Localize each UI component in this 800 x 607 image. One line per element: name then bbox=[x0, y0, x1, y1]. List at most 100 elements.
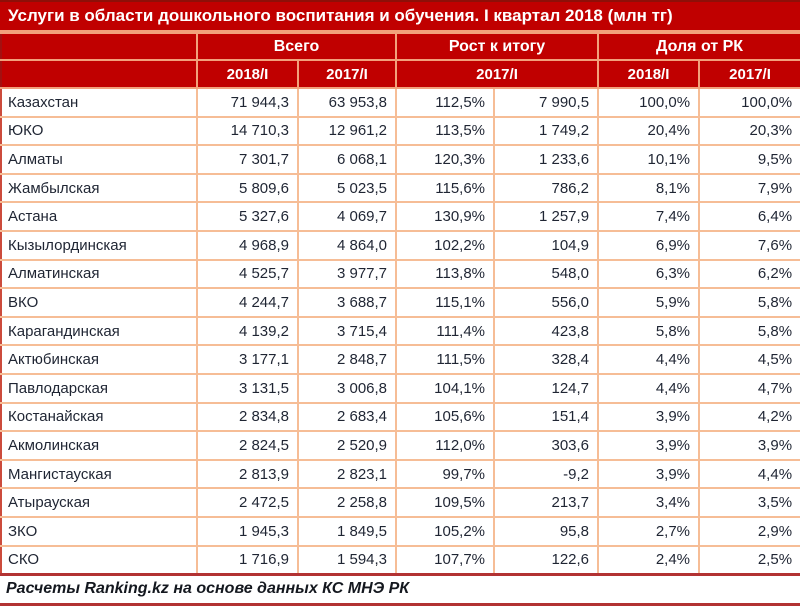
share-2018-cell: 5,9% bbox=[597, 287, 701, 318]
share-2017-cell: 4,5% bbox=[698, 344, 800, 375]
share-2017-cell: 5,8% bbox=[698, 287, 800, 318]
growth-pct-cell: 112,5% bbox=[395, 87, 496, 118]
share-2017-cell: 4,7% bbox=[698, 372, 800, 404]
growth-pct-cell: 99,7% bbox=[395, 458, 496, 490]
total-2017-cell: 2 258,8 bbox=[296, 487, 398, 518]
region-name-cell: Костанайская bbox=[0, 401, 198, 433]
share-2017-cell: 4,4% bbox=[698, 458, 800, 490]
region-name-cell: Актюбинская bbox=[0, 344, 198, 375]
growth-abs-cell: 124,7 bbox=[493, 372, 600, 404]
table-row: Атырауская 2 472,5 2 258,8 109,5% 213,7 … bbox=[0, 487, 800, 518]
region-name-cell: Карагандинская bbox=[0, 315, 198, 347]
growth-abs-cell: 786,2 bbox=[493, 172, 600, 204]
growth-abs-cell: -9,2 bbox=[493, 458, 600, 490]
growth-abs-cell: 548,0 bbox=[493, 258, 600, 290]
source-note: Расчеты Ranking.kz на основе данных КС М… bbox=[0, 575, 800, 606]
data-table: Всего Рост к итогу Доля от РК 2018/I 201… bbox=[0, 32, 800, 576]
total-2018-cell: 4 968,9 bbox=[196, 229, 299, 261]
total-2018-cell: 4 139,2 bbox=[196, 315, 299, 347]
table-row: ЗКО 1 945,3 1 849,5 105,2% 95,8 2,7% 2,9… bbox=[0, 515, 800, 547]
total-2017-cell: 4 069,7 bbox=[296, 201, 398, 232]
share-2017-cell: 3,9% bbox=[698, 430, 800, 461]
total-2018-cell: 2 834,8 bbox=[196, 401, 299, 433]
total-2017-cell: 3 688,7 bbox=[296, 287, 398, 318]
total-2018-cell: 1 716,9 bbox=[196, 544, 299, 576]
table-row: Астана 5 327,6 4 069,7 130,9% 1 257,9 7,… bbox=[0, 201, 800, 232]
region-name-cell: Астана bbox=[0, 201, 198, 232]
total-2018-cell: 5 809,6 bbox=[196, 172, 299, 204]
total-2017-cell: 2 683,4 bbox=[296, 401, 398, 433]
total-2017-cell: 1 849,5 bbox=[296, 515, 398, 547]
region-name-cell: Казахстан bbox=[0, 87, 198, 118]
total-2018-cell: 4 244,7 bbox=[196, 287, 299, 318]
growth-abs-cell: 95,8 bbox=[493, 515, 600, 547]
growth-pct-cell: 113,8% bbox=[395, 258, 496, 290]
share-2017-cell: 5,8% bbox=[698, 315, 800, 347]
growth-abs-cell: 303,6 bbox=[493, 430, 600, 461]
share-2018-cell: 2,4% bbox=[597, 544, 701, 576]
table-row: Карагандинская 4 139,2 3 715,4 111,4% 42… bbox=[0, 315, 800, 347]
table-row: Кызылординская 4 968,9 4 864,0 102,2% 10… bbox=[0, 229, 800, 261]
growth-abs-cell: 1 257,9 bbox=[493, 201, 600, 232]
growth-abs-cell: 151,4 bbox=[493, 401, 600, 433]
growth-pct-cell: 102,2% bbox=[395, 229, 496, 261]
region-name-cell: ВКО bbox=[0, 287, 198, 318]
share-2018-cell: 20,4% bbox=[597, 115, 701, 147]
table-row: Жамбылская 5 809,6 5 023,5 115,6% 786,2 … bbox=[0, 172, 800, 204]
total-2017-cell: 5 023,5 bbox=[296, 172, 398, 204]
growth-pct-cell: 105,6% bbox=[395, 401, 496, 433]
growth-pct-cell: 112,0% bbox=[395, 430, 496, 461]
region-name-cell: Алматинская bbox=[0, 258, 198, 290]
share-2017-cell: 9,5% bbox=[698, 144, 800, 175]
share-2017-cell: 6,4% bbox=[698, 201, 800, 232]
region-name-cell: Кызылординская bbox=[0, 229, 198, 261]
table-body: Казахстан 71 944,3 63 953,8 112,5% 7 990… bbox=[0, 87, 800, 576]
growth-pct-cell: 109,5% bbox=[395, 487, 496, 518]
growth-abs-cell: 423,8 bbox=[493, 315, 600, 347]
share-2017-cell: 7,9% bbox=[698, 172, 800, 204]
share-2018-cell: 3,4% bbox=[597, 487, 701, 518]
total-2017-cell: 2 823,1 bbox=[296, 458, 398, 490]
growth-pct-cell: 120,3% bbox=[395, 144, 496, 175]
total-2017-cell: 2 520,9 bbox=[296, 430, 398, 461]
growth-pct-cell: 130,9% bbox=[395, 201, 496, 232]
table-row: Костанайская 2 834,8 2 683,4 105,6% 151,… bbox=[0, 401, 800, 433]
region-name-cell: Жамбылская bbox=[0, 172, 198, 204]
share-2018-cell: 3,9% bbox=[597, 401, 701, 433]
table-row: Казахстан 71 944,3 63 953,8 112,5% 7 990… bbox=[0, 87, 800, 118]
column-group-total: Всего bbox=[195, 32, 398, 61]
share-2018-cell: 10,1% bbox=[597, 144, 701, 175]
subheader-total-2017: 2017/I bbox=[296, 59, 398, 89]
region-name-cell: Атырауская bbox=[0, 487, 198, 518]
growth-pct-cell: 113,5% bbox=[395, 115, 496, 147]
share-2017-cell: 4,2% bbox=[698, 401, 800, 433]
region-name-cell: ЗКО bbox=[0, 515, 198, 547]
share-2018-cell: 100,0% bbox=[597, 87, 701, 118]
share-2018-cell: 8,1% bbox=[597, 172, 701, 204]
column-group-growth: Рост к итогу bbox=[395, 32, 600, 61]
growth-pct-cell: 115,6% bbox=[395, 172, 496, 204]
growth-abs-cell: 1 749,2 bbox=[493, 115, 600, 147]
share-2018-cell: 4,4% bbox=[597, 344, 701, 375]
share-2018-cell: 7,4% bbox=[597, 201, 701, 232]
region-name-cell: Акмолинская bbox=[0, 430, 198, 461]
total-2017-cell: 4 864,0 bbox=[296, 229, 398, 261]
growth-pct-cell: 105,2% bbox=[395, 515, 496, 547]
total-2018-cell: 5 327,6 bbox=[196, 201, 299, 232]
subheader-total-2018: 2018/I bbox=[196, 59, 299, 89]
total-2017-cell: 12 961,2 bbox=[296, 115, 398, 147]
subheader-share-2018: 2018/I bbox=[597, 59, 701, 89]
share-2018-cell: 3,9% bbox=[597, 458, 701, 490]
share-2018-cell: 4,4% bbox=[597, 372, 701, 404]
region-name-cell: Павлодарская bbox=[0, 372, 198, 404]
share-2018-cell: 2,7% bbox=[597, 515, 701, 547]
share-2018-cell: 6,9% bbox=[597, 229, 701, 261]
total-2018-cell: 2 472,5 bbox=[196, 487, 299, 518]
growth-pct-cell: 115,1% bbox=[395, 287, 496, 318]
subheader-share-2017: 2017/I bbox=[698, 59, 800, 89]
total-2018-cell: 14 710,3 bbox=[196, 115, 299, 147]
table-row: Алматы 7 301,7 6 068,1 120,3% 1 233,6 10… bbox=[0, 144, 800, 175]
total-2017-cell: 63 953,8 bbox=[296, 87, 398, 118]
growth-pct-cell: 104,1% bbox=[395, 372, 496, 404]
